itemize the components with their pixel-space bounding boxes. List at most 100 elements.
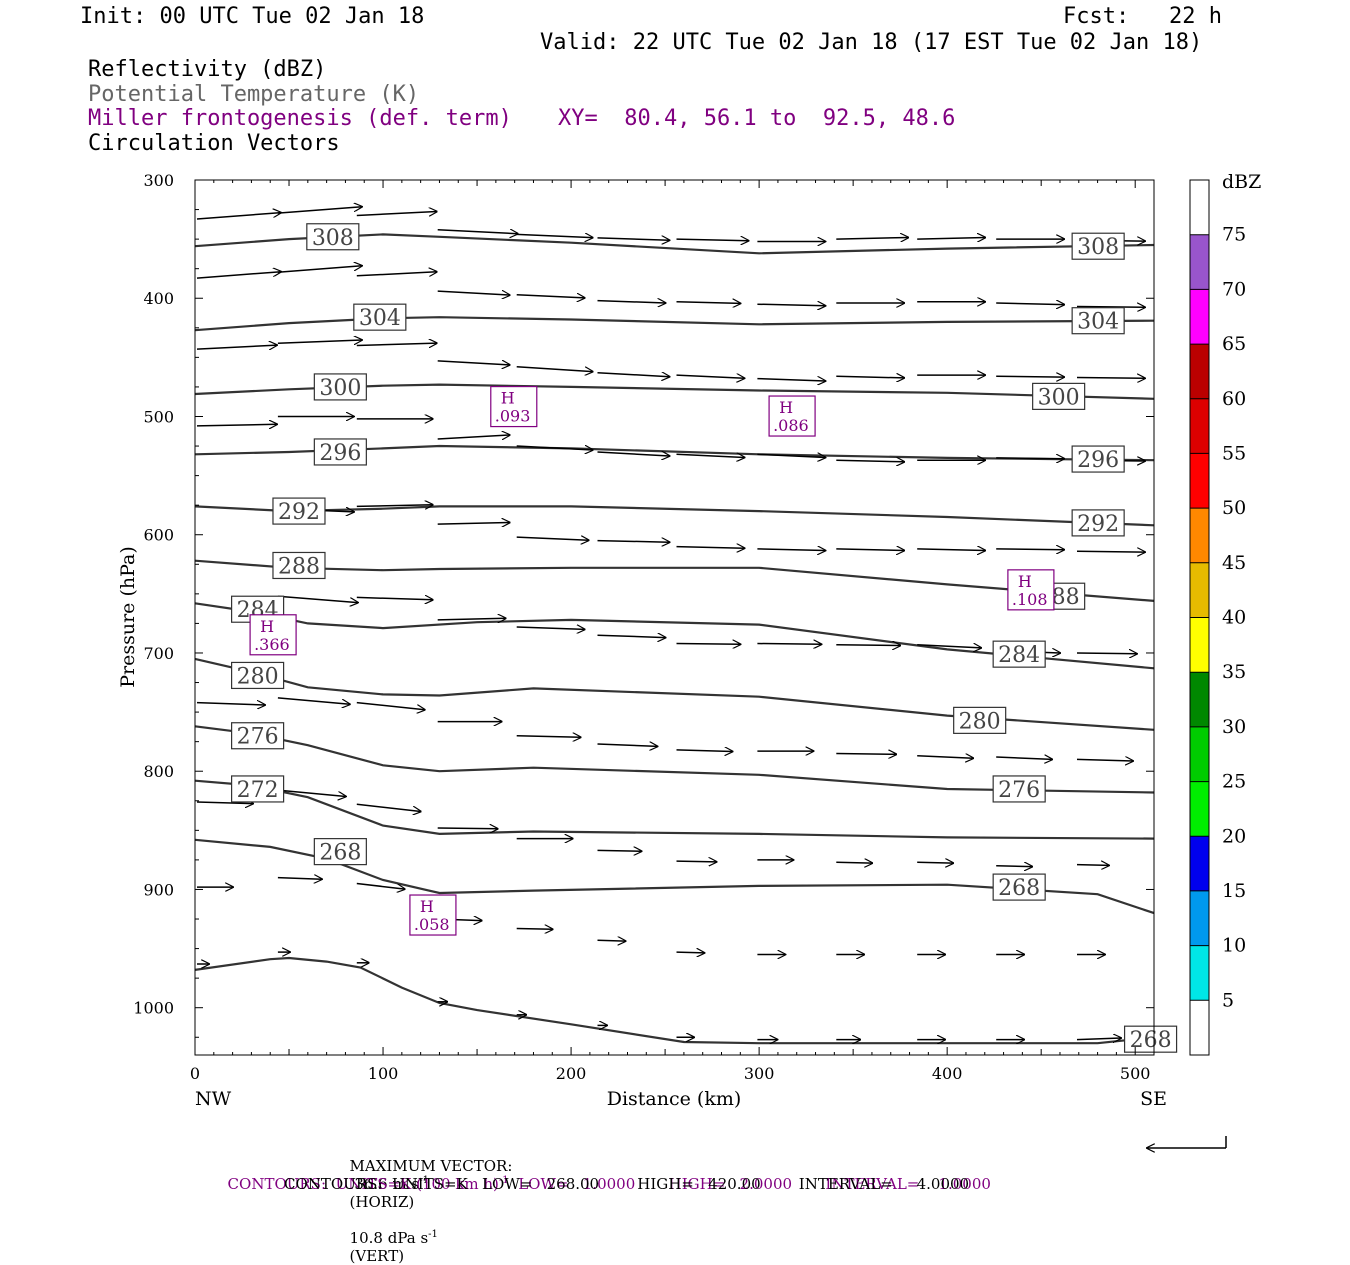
colorbar-segment	[1190, 344, 1209, 399]
frontogenesis-max-value: .366	[254, 635, 290, 654]
circulation-vector	[1076, 1038, 1121, 1040]
circulation-vector	[437, 618, 506, 620]
max-vector-horiz-tag: (HORIZ)	[349, 1193, 415, 1211]
circulation-vector	[836, 238, 908, 240]
circulation-vector	[196, 802, 253, 804]
circulation-vector	[516, 929, 553, 930]
y-tick-label: 400	[143, 289, 174, 308]
circulation-vector	[356, 212, 437, 216]
circulation-vector	[196, 703, 265, 705]
colorbar-level-label: 70	[1222, 278, 1246, 300]
isentrope-300	[194, 383, 1155, 400]
colorbar-level-label: 35	[1222, 661, 1246, 683]
circulation-vector	[996, 757, 1052, 759]
circulation-vector	[356, 803, 421, 811]
colorbar-level-label: 50	[1222, 497, 1246, 519]
y-tick-label: 500	[143, 407, 174, 426]
circulation-vector	[356, 701, 425, 710]
isentrope-label-box	[313, 838, 367, 866]
isentrope-label: 276	[998, 778, 1040, 803]
isentrope-label: 268	[319, 841, 361, 866]
circulation-vector	[277, 340, 362, 343]
circulation-vector	[356, 597, 433, 599]
circulation-vector	[996, 549, 1064, 550]
circulation-vector	[597, 635, 666, 637]
circulation-vector	[917, 549, 985, 551]
isentrope-label-box	[1123, 1025, 1178, 1053]
circulation-vector	[277, 789, 346, 796]
circulation-vector	[1076, 307, 1145, 308]
circulation-vector	[1076, 653, 1137, 654]
circulation-vector	[516, 537, 589, 540]
frontogenesis-max-marker: H	[779, 398, 793, 417]
fronto-contour-range: LOW= 1.0000 HIGH= 2.0000 INTERVAL= 1.000…	[508, 1175, 991, 1193]
isentrope-label: 280	[237, 664, 279, 689]
isentrope-label-box	[992, 775, 1046, 803]
field-label-reflectivity: Reflectivity (dBZ)	[88, 57, 327, 82]
circulation-vector	[757, 379, 825, 381]
init-time: Init: 00 UTC Tue 02 Jan 18	[80, 4, 425, 29]
colorbar-level-label: 40	[1222, 607, 1246, 629]
colorbar-segment	[1190, 180, 1209, 235]
reference-vector	[1147, 1136, 1227, 1148]
colorbar-segment	[1190, 562, 1209, 618]
circulation-vector	[836, 645, 900, 646]
x-axis-label: Distance (km)	[607, 1088, 742, 1110]
isentrope-280	[194, 657, 1155, 731]
circulation-vector	[757, 304, 825, 306]
isentrope-label-box	[272, 497, 326, 525]
circulation-vector	[356, 272, 437, 276]
colorbar-level-label: 20	[1222, 825, 1246, 847]
circulation-vector	[597, 301, 666, 303]
circulation-vector	[356, 505, 433, 507]
isentrope-label-box	[231, 775, 285, 803]
frontogenesis-max-value: .093	[495, 407, 531, 426]
circulation-vector	[676, 750, 733, 752]
isentrope-label: 304	[1077, 310, 1119, 335]
circulation-vector	[996, 866, 1032, 867]
circulation-vector	[836, 862, 872, 863]
colorbar-level-label: 15	[1222, 880, 1246, 902]
theta-contour-legend: CONTOURS: UNITS=K LOW= 268.00 HIGH= 420.…	[284, 1175, 970, 1193]
max-vector-vert-value: 10.8 dPa s	[349, 1229, 429, 1247]
isentrope-label-box	[313, 438, 367, 466]
colorbar-segment	[1190, 508, 1209, 563]
circulation-vector	[277, 207, 362, 214]
circulation-vector	[437, 361, 510, 365]
circulation-vector	[437, 523, 510, 525]
isentrope-label: 300	[319, 376, 361, 401]
circulation-vector	[676, 239, 749, 241]
colorbar-level-label: 65	[1222, 333, 1246, 355]
circulation-vector	[356, 343, 437, 345]
circulation-vector	[597, 940, 626, 941]
circulation-vector	[676, 861, 717, 862]
x-end-label-left: NW	[195, 1088, 232, 1110]
frontogenesis-max-value: .086	[773, 416, 809, 435]
circulation-vector	[277, 266, 362, 273]
circulation-vector	[516, 366, 593, 372]
isentrope-label-box	[953, 706, 1007, 734]
x-end-label-right: SE	[1140, 1088, 1167, 1110]
circulation-vector	[917, 756, 973, 758]
isentrope-label: 272	[237, 778, 279, 803]
x-tick-label: 400	[932, 1064, 963, 1083]
y-tick-label: 600	[143, 526, 174, 545]
circulation-vector	[196, 272, 281, 279]
isentrope-label-box	[1071, 232, 1125, 260]
fronto-contour-units: CONTOURS: UNITS=K (100 km h)	[227, 1175, 499, 1193]
x-tick-label: 500	[1120, 1064, 1151, 1083]
circulation-vector	[917, 862, 953, 863]
circulation-vector	[277, 595, 358, 602]
circulation-vector	[516, 234, 593, 237]
circulation-vector	[356, 882, 405, 890]
circulation-vector	[277, 697, 350, 704]
colorbar-level-label: 60	[1222, 388, 1246, 410]
x-tick-label: 200	[556, 1064, 587, 1083]
circulation-vector	[676, 644, 741, 645]
frontogenesis-max-marker: H	[420, 897, 434, 916]
circulation-vector	[196, 424, 277, 426]
circulation-vector	[437, 230, 518, 234]
field-label-frontogenesis: Miller frontogenesis (def. term)	[88, 106, 512, 131]
isentrope-label-box	[992, 873, 1046, 901]
frontogenesis-contour-legend: CONTOURS: UNITS=K (100 km h)-1 LOW= 1.00…	[227, 1175, 991, 1193]
